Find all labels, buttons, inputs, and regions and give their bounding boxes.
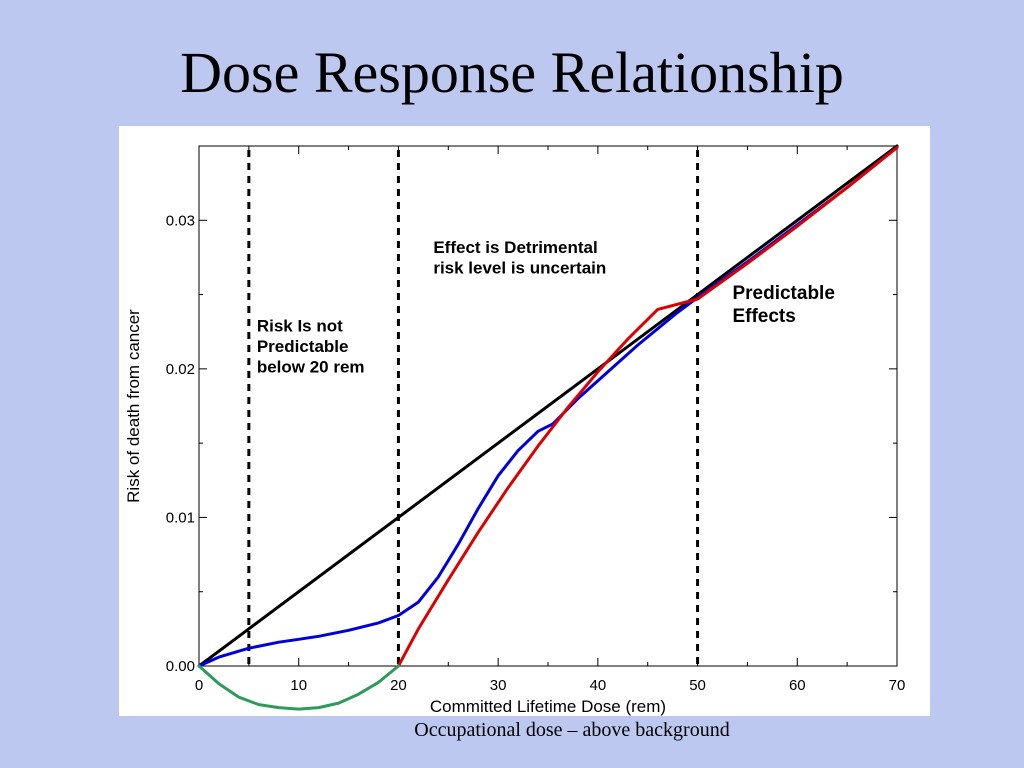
x-tick-label: 20 xyxy=(390,677,407,694)
x-tick-label: 40 xyxy=(590,677,607,694)
annotation-text: Predictable xyxy=(257,337,349,356)
x-tick-label: 70 xyxy=(889,677,906,694)
chart-panel: 0 10 20 30 40 50 60 70 0.00 0.01 0.02 0.03 Risk Is … xyxy=(119,126,930,716)
x-tick-label: 60 xyxy=(789,677,806,694)
series-line xyxy=(197,664,400,711)
annotation-text: Predictable xyxy=(732,283,834,304)
y-tick-label: 0.00 xyxy=(166,658,195,675)
series-group xyxy=(197,144,899,711)
annotation-text: Effects xyxy=(732,306,795,327)
y-axis-label: Risk of death from cancer xyxy=(124,309,143,503)
y-tick-label: 0.01 xyxy=(166,509,195,526)
tick-labels: 0 10 20 30 40 50 60 70 0.00 0.01 0.02 0.03 xyxy=(166,212,906,694)
dose-response-chart: 0 10 20 30 40 50 60 70 0.00 0.01 0.02 0.03 Risk Is … xyxy=(124,144,906,716)
reference-lines xyxy=(247,150,700,666)
y-tick-label: 0.02 xyxy=(166,361,195,378)
x-tick-label: 50 xyxy=(689,677,706,694)
y-tick-label: 0.03 xyxy=(166,212,195,229)
slide-title: Dose Response Relationship xyxy=(180,40,844,105)
series-line xyxy=(396,146,899,668)
x-axis-label: Committed Lifetime Dose (rem) xyxy=(430,697,666,716)
x-tick-label: 10 xyxy=(290,677,307,694)
slide-caption: Occupational dose – above background xyxy=(414,719,730,741)
annotation-text: Effect is Detrimental xyxy=(433,238,597,257)
series-line xyxy=(197,144,899,668)
x-tick-label: 30 xyxy=(490,677,507,694)
annotation-text: risk level is uncertain xyxy=(433,258,606,277)
annotation-text: below 20 rem xyxy=(257,358,365,377)
x-tick-label: 0 xyxy=(195,677,203,694)
annotation-text: Risk Is not xyxy=(257,317,343,336)
